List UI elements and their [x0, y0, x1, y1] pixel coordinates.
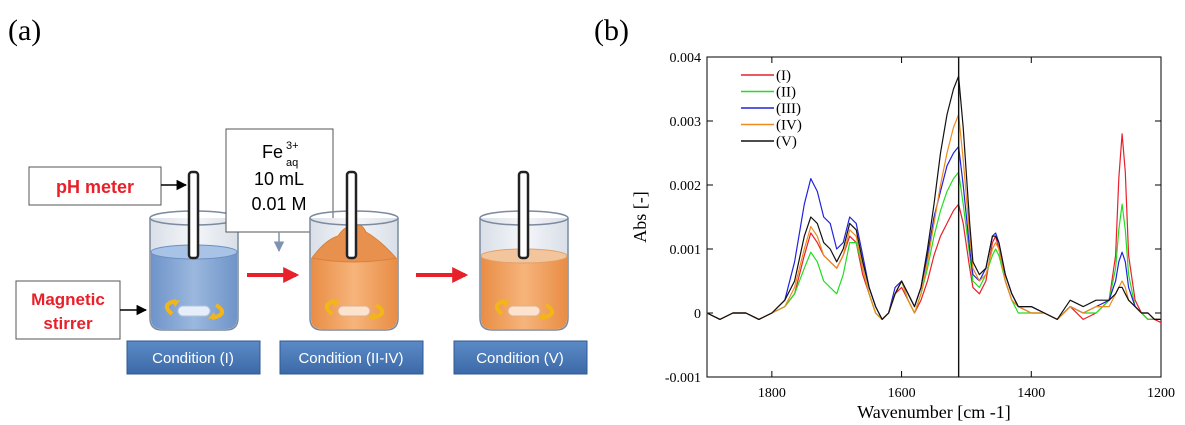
stir-bar: [337, 305, 371, 317]
condition-1-label: Condition (I): [152, 350, 234, 367]
stirrer-label-line1: Magnetic: [31, 290, 105, 309]
legend-label-4: (IV): [776, 118, 802, 134]
x-tick-label: 1200: [1147, 386, 1175, 401]
y-tick-label: -0.001: [665, 371, 701, 386]
stirrer-label-box: [15, 280, 121, 340]
x-tick-label: 1800: [758, 386, 786, 401]
y-axis-label: Abs [-]: [630, 191, 650, 243]
y-tick-label: 0: [694, 307, 701, 322]
orange-liquid: [311, 258, 397, 329]
condition-2-box: [279, 340, 424, 375]
beaker-condition-2: [309, 170, 399, 331]
reagent-box: Fe 3+ aq 10 mL 0.01 M: [225, 128, 334, 233]
ph-probe: [517, 170, 530, 260]
series-line-5: [706, 75, 1161, 320]
y-tick-label: 0.001: [670, 243, 702, 258]
panel-a-label: (a): [8, 14, 41, 47]
ph-meter-label: pH meter: [56, 177, 134, 197]
beaker-condition-1: [149, 170, 239, 331]
stir-bar: [177, 305, 211, 317]
series-line-1: [706, 133, 1162, 324]
reagent-volume: 10 mL: [254, 169, 304, 189]
condition-3-box: [453, 340, 588, 375]
condition-2-label: Condition (II-IV): [298, 350, 403, 367]
reagent-concentration: 0.01 M: [251, 194, 306, 214]
series-line-4: [706, 114, 1161, 320]
x-axis-label-text: Wavenumber [cm -1]: [857, 402, 1010, 422]
condition-3-label: Condition (V): [476, 350, 564, 367]
beaker-condition-3: [479, 170, 569, 331]
ph-probe: [345, 170, 358, 260]
y-axis: -0.001 0 0.001 0.002 0.003 0.004: [665, 51, 1161, 386]
legend-label-5: (V): [776, 134, 797, 150]
legend-label-1: (I): [776, 68, 791, 84]
ph-meter-label-box: [28, 166, 162, 206]
legend: (I)(II)(III)(IV)(V): [741, 68, 802, 150]
orange-liquid: [481, 256, 567, 329]
ph-probe: [187, 170, 200, 260]
blue-liquid: [151, 252, 237, 329]
x-tick-label: 1400: [1017, 386, 1045, 401]
reagent-charge: 3+: [286, 140, 299, 152]
reagent-species: Fe: [262, 142, 283, 162]
ftir-spectrum-chart: -0.001 0 0.001 0.002 0.003 0.004 1800 1600 1400…: [630, 51, 1175, 422]
plot-frame: [706, 56, 1162, 378]
legend-label-2: (II): [776, 85, 796, 101]
stirrer-label-line2: stirrer: [43, 314, 93, 333]
y-tick-label: 0.003: [670, 115, 702, 130]
series-line-2: [706, 171, 1161, 320]
x-tick-label: 1600: [888, 386, 916, 401]
reagent-phase: aq: [286, 157, 298, 169]
panel-b-label: (b): [594, 14, 629, 47]
y-tick-label: 0.002: [670, 179, 702, 194]
series-line-3: [706, 146, 1161, 320]
x-axis: 1800 1600 1400 1200: [758, 57, 1175, 401]
legend-label-3: (III): [776, 101, 801, 117]
stir-bar: [507, 305, 541, 317]
series-layer: [706, 57, 1162, 377]
y-tick-label: 0.004: [670, 51, 702, 66]
condition-1-box: [126, 340, 261, 375]
x-axis-label: Wavenumber [cm -1]: [857, 402, 1010, 422]
